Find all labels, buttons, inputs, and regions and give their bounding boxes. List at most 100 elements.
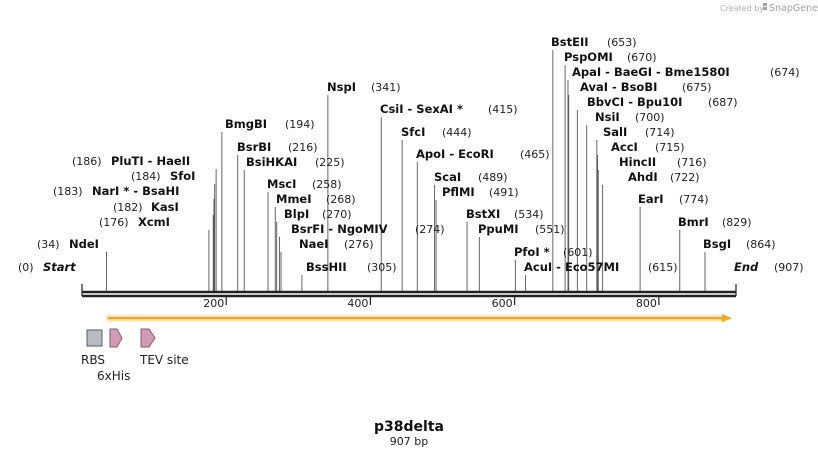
enzyme-label[interactable]: XcmI (176) bbox=[99, 215, 170, 229]
snapgene-text: SnapGene bbox=[769, 3, 818, 14]
enzyme-label[interactable]: KasI (182) bbox=[113, 200, 179, 214]
enzyme-label[interactable]: PpuMI (551) bbox=[478, 222, 565, 236]
enzyme-name: BsrFI - NgoMIV bbox=[291, 222, 388, 236]
enzyme-name: ApoI - EcoRI bbox=[416, 147, 494, 161]
enzyme-name: PflMI bbox=[442, 185, 475, 199]
ruler-tick-label: 200 bbox=[203, 297, 224, 310]
enzyme-label[interactable]: PfoI * (601) bbox=[514, 245, 593, 259]
enzyme-position: (465) bbox=[520, 148, 550, 161]
enzyme-position: (305) bbox=[367, 261, 397, 274]
enzyme-position: (615) bbox=[648, 261, 678, 274]
enzyme-name: PspOMI bbox=[564, 50, 613, 64]
enzyme-label[interactable]: ApoI - EcoRI (465) bbox=[416, 147, 550, 161]
enzyme-label[interactable]: BlpI (270) bbox=[284, 207, 352, 221]
enzyme-label[interactable]: AvaI - BsoBI (675) bbox=[580, 80, 712, 94]
enzyme-label[interactable]: BsiHKAI (225) bbox=[246, 155, 345, 169]
enzyme-label[interactable]: PspOMI (670) bbox=[564, 50, 657, 64]
enzyme-name: NspI bbox=[327, 80, 356, 94]
feature-6xhis[interactable]: 6xHis bbox=[97, 328, 130, 383]
enzyme-label[interactable]: ScaI (489) bbox=[434, 170, 508, 184]
enzyme-label[interactable]: BmgBI (194) bbox=[225, 117, 315, 131]
enzyme-label[interactable]: EarI (774) bbox=[638, 192, 709, 206]
feature-rbs[interactable]: RBS bbox=[81, 329, 105, 367]
enzyme-name: KasI bbox=[151, 200, 179, 214]
enzyme-label[interactable]: MmeI (268) bbox=[276, 192, 356, 206]
enzyme-position: (534) bbox=[514, 208, 544, 221]
his-tag-arrow-icon bbox=[109, 328, 123, 348]
enzyme-name: EarI bbox=[638, 192, 664, 206]
enzyme-name: BmgBI bbox=[225, 117, 267, 131]
start-position: (0) bbox=[18, 261, 34, 274]
enzyme-position: (194) bbox=[285, 118, 315, 131]
enzyme-name: MscI bbox=[267, 177, 296, 191]
enzyme-name: SfoI bbox=[170, 169, 195, 183]
enzyme-name: BsgI bbox=[703, 237, 731, 251]
enzyme-name: XcmI bbox=[138, 215, 170, 229]
enzyme-label[interactable]: MscI (258) bbox=[267, 177, 342, 191]
orf-arrow[interactable] bbox=[106, 314, 732, 322]
enzyme-position: (715) bbox=[655, 141, 685, 154]
enzyme-label[interactable]: SfcI (444) bbox=[401, 125, 472, 139]
enzyme-label[interactable]: BbvCI - Bpu10I (687) bbox=[587, 95, 738, 109]
enzyme-position: (270) bbox=[322, 208, 352, 221]
enzyme-position: (829) bbox=[722, 216, 752, 229]
enzyme-name: HincII bbox=[619, 155, 656, 169]
enzyme-label[interactable]: BmrI (829) bbox=[678, 215, 752, 229]
enzyme-name: BsrBI bbox=[237, 140, 271, 154]
enzyme-label[interactable]: AcuI - Eco57MI (615) bbox=[524, 260, 678, 274]
enzyme-label[interactable]: NarI * - BsaHI (183) bbox=[53, 184, 179, 198]
enzyme-label[interactable]: NspI (341) bbox=[327, 80, 401, 94]
enzyme-label[interactable]: PflMI (491) bbox=[442, 185, 519, 199]
enzyme-position: (675) bbox=[682, 81, 712, 94]
ruler-tick-label: 800 bbox=[636, 297, 657, 310]
enzyme-label[interactable]: BsgI (864) bbox=[703, 237, 776, 251]
feature-label-rbs: RBS bbox=[81, 353, 105, 367]
created-by-text: Created by bbox=[720, 4, 764, 13]
enzyme-label[interactable]: AhdI (722) bbox=[628, 170, 700, 184]
enzyme-position: (489) bbox=[478, 171, 508, 184]
enzyme-label[interactable]: NdeI (34) bbox=[37, 237, 99, 251]
enzyme-name: BstXI bbox=[466, 207, 500, 221]
enzyme-label[interactable]: BssHII (305) bbox=[306, 260, 397, 274]
enzyme-label[interactable]: SfoI (184) bbox=[131, 169, 195, 183]
enzyme-name: ApaI - BaeGI - Bme1580I bbox=[572, 65, 730, 79]
enzyme-position: (184) bbox=[131, 170, 161, 183]
enzyme-label[interactable]: HincII (716) bbox=[619, 155, 707, 169]
enzyme-name: SalI bbox=[603, 125, 627, 139]
enzyme-name: PluTI - HaeII bbox=[111, 154, 190, 168]
enzyme-label[interactable]: CsiI - SexAI * (415) bbox=[380, 102, 518, 116]
enzyme-label[interactable]: AccI (715) bbox=[611, 140, 685, 154]
enzyme-label[interactable]: ApaI - BaeGI - Bme1580I (674) bbox=[572, 65, 800, 79]
enzyme-label[interactable]: NaeI (276) bbox=[299, 237, 374, 251]
enzyme-position: (216) bbox=[288, 141, 318, 154]
enzyme-name: NaeI bbox=[299, 237, 328, 251]
enzyme-position: (258) bbox=[312, 178, 342, 191]
ruler-tick-label: 400 bbox=[347, 297, 368, 310]
enzyme-name: AcuI - Eco57MI bbox=[524, 260, 619, 274]
enzyme-label[interactable]: NsiI (700) bbox=[595, 110, 665, 124]
enzyme-position: (601) bbox=[563, 246, 593, 259]
enzyme-position: (864) bbox=[746, 238, 776, 251]
enzyme-name: CsiI - SexAI * bbox=[380, 102, 463, 116]
enzyme-name: BlpI bbox=[284, 207, 309, 221]
enzyme-position: (722) bbox=[670, 171, 700, 184]
enzyme-position: (716) bbox=[677, 156, 707, 169]
end-label: End bbox=[734, 260, 759, 274]
dna-backbone bbox=[81, 284, 737, 298]
enzyme-name: PfoI * bbox=[514, 245, 550, 259]
feature-tev-site[interactable]: TEV site bbox=[139, 328, 189, 367]
enzyme-label[interactable]: BsrBI (216) bbox=[237, 140, 318, 154]
enzyme-position: (225) bbox=[315, 156, 345, 169]
tev-site-arrow-icon bbox=[140, 328, 156, 348]
enzyme-position: (714) bbox=[645, 126, 675, 139]
enzyme-position: (700) bbox=[635, 111, 665, 124]
enzyme-position: (268) bbox=[326, 193, 356, 206]
ruler-tick-label: 600 bbox=[492, 297, 513, 310]
enzyme-name: BsiHKAI bbox=[246, 155, 297, 169]
enzyme-label[interactable]: BstXI (534) bbox=[466, 207, 544, 221]
enzyme-label[interactable]: PluTI - HaeII (186) bbox=[72, 154, 190, 168]
enzyme-label[interactable]: BsrFI - NgoMIV (274) bbox=[291, 222, 445, 236]
enzyme-label[interactable]: BstEII (653) bbox=[551, 35, 637, 49]
enzyme-label[interactable]: SalI (714) bbox=[603, 125, 675, 139]
enzyme-position: (183) bbox=[53, 185, 83, 198]
